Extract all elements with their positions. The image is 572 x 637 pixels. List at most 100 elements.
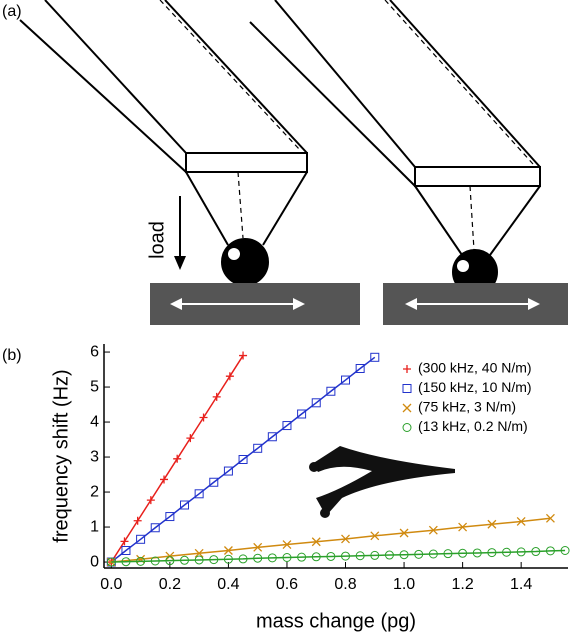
data-point [311, 552, 321, 562]
data-point [136, 556, 146, 566]
data-point [121, 557, 131, 567]
data-point [267, 553, 277, 563]
data-point [173, 454, 182, 463]
data-point [370, 352, 380, 362]
data-point [239, 351, 248, 360]
legend-marker [402, 403, 412, 413]
panel-label: (b) [2, 347, 22, 364]
data-point [180, 555, 190, 565]
data-point [223, 554, 233, 564]
data-point [399, 528, 409, 538]
series-line [111, 549, 566, 563]
data-point [311, 537, 321, 547]
inset-cantilever [312, 446, 455, 516]
data-point [487, 519, 497, 529]
data-point [150, 556, 160, 566]
data-point [282, 553, 292, 562]
data-point [297, 409, 307, 419]
legend-marker [402, 384, 412, 393]
data-point [212, 392, 221, 401]
data-point [311, 398, 321, 408]
legend-label: (150 kHz, 10 N/m) [418, 379, 532, 395]
x-tick-label: 1.2 [451, 576, 473, 593]
legend-marker [402, 423, 412, 432]
data-point [502, 547, 512, 557]
data-point [209, 477, 219, 487]
y-axis-label: frequency shift (Hz) [50, 369, 72, 542]
data-point [180, 500, 190, 510]
data-point [428, 525, 438, 535]
data-point [516, 547, 526, 557]
y-tick-label: 3 [90, 448, 99, 465]
data-point [545, 513, 555, 523]
x-axis-label: mass change (pg) [256, 610, 416, 632]
data-point [414, 549, 424, 559]
panel-label: (a) [2, 3, 22, 20]
data-point [160, 475, 169, 484]
data-point [165, 556, 175, 566]
data-point [428, 549, 438, 559]
series-line [110, 356, 376, 563]
y-tick-label: 2 [90, 483, 99, 500]
x-tick-label: 0.0 [100, 576, 122, 593]
y-tick-label: 0 [90, 553, 99, 570]
data-point [282, 540, 292, 550]
data-point [238, 554, 248, 564]
data-point [238, 455, 248, 464]
data-point [545, 546, 555, 556]
data-point [370, 550, 380, 560]
data-point [253, 542, 263, 552]
data-point [487, 548, 497, 558]
data-point [194, 548, 204, 558]
data-point [194, 489, 204, 499]
diagram [19, 0, 568, 325]
data-point [355, 364, 365, 373]
x-tick-label: 1.0 [393, 576, 415, 593]
x-tick-label: 1.4 [510, 576, 532, 593]
data-point [355, 551, 365, 561]
data-point [443, 549, 453, 559]
data-point [165, 512, 175, 522]
data-point [106, 557, 116, 567]
data-point [326, 551, 336, 561]
data-point [326, 386, 336, 396]
data-point [341, 534, 350, 544]
series-line [111, 517, 551, 563]
data-point [341, 551, 351, 561]
x-tick-label: 0.8 [334, 576, 356, 593]
x-tick-label: 0.2 [159, 576, 181, 593]
data-point [384, 550, 394, 560]
x-tick-label: 0.6 [276, 576, 298, 593]
legend-label: (13 kHz, 0.2 N/m) [418, 418, 528, 434]
data-point [209, 555, 219, 565]
data-point [282, 421, 292, 431]
data-point [458, 548, 468, 558]
data-point [136, 534, 146, 544]
data-point [267, 432, 277, 442]
y-tick-label: 1 [90, 518, 99, 535]
data-point [120, 537, 129, 546]
data-point [186, 434, 195, 443]
data-point [399, 550, 409, 560]
data-point [516, 516, 526, 526]
x-tick-label: 0.4 [217, 576, 239, 593]
data-point [253, 443, 263, 453]
inset-tip [320, 508, 330, 518]
data-point [560, 546, 570, 555]
data-point [133, 516, 142, 525]
data-point [531, 547, 541, 557]
data-point [121, 546, 131, 555]
data-point [472, 548, 482, 558]
legend-marker [403, 365, 411, 373]
data-point [194, 555, 204, 565]
data-point [297, 552, 307, 562]
legend-label: (300 kHz, 40 N/m) [418, 360, 532, 376]
data-point [458, 522, 468, 532]
data-point [150, 523, 160, 533]
data-point [199, 413, 208, 422]
inset-tip [309, 462, 319, 472]
data-point [253, 553, 263, 563]
y-tick-label: 4 [90, 413, 99, 430]
data-point [341, 375, 351, 385]
